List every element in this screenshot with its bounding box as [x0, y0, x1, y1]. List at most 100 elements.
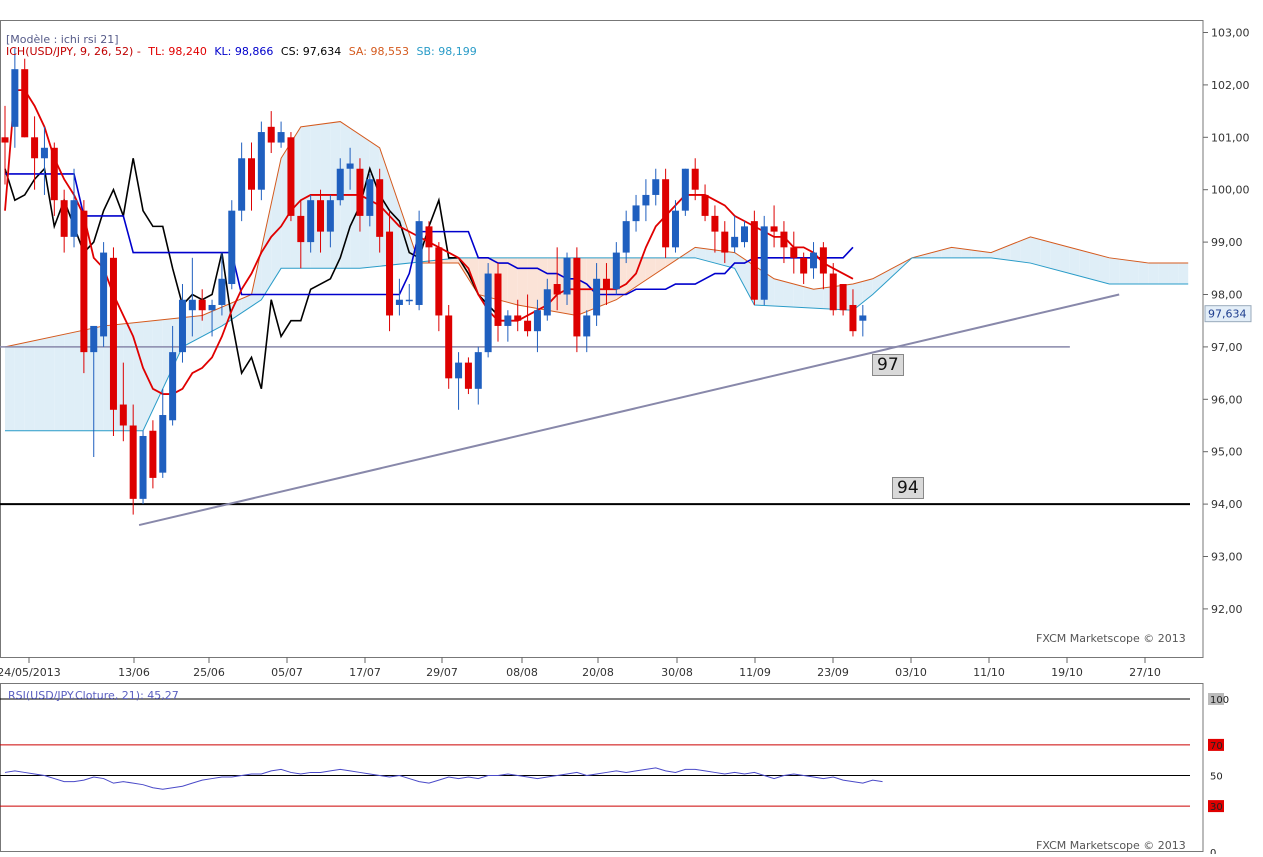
x-tick-label: 25/06	[193, 666, 225, 679]
candle-body	[524, 320, 532, 332]
y-tick-label: 100,00	[1211, 184, 1250, 197]
x-tick-label: 20/08	[582, 666, 614, 679]
cloud-segment	[1129, 260, 1139, 285]
cloud-segment	[527, 257, 538, 309]
y-tick-label: 94,00	[1211, 498, 1243, 511]
candle-body	[376, 179, 384, 237]
cloud-segment	[143, 320, 153, 431]
candle-body	[602, 278, 610, 290]
cloud-segment	[685, 247, 696, 258]
cloud-segment	[448, 257, 459, 264]
annotation-94[interactable]: 94	[892, 477, 924, 499]
cloud-segment	[74, 330, 84, 431]
annotation-97[interactable]: 97	[872, 354, 904, 376]
candle-body	[583, 315, 591, 337]
cloud-group	[5, 121, 1189, 431]
candle-body	[455, 362, 463, 379]
cloud-segment	[251, 249, 262, 307]
x-tick-label: 29/07	[426, 666, 458, 679]
cloud-segment	[734, 252, 745, 287]
x-tick-label: 08/08	[506, 666, 538, 679]
cloud-segment	[5, 344, 15, 431]
candle-body	[366, 179, 374, 216]
y-tick-label: 99,00	[1211, 236, 1243, 249]
rsi-tick-label: 0	[1210, 848, 1216, 854]
cloud-segment	[724, 251, 735, 269]
cloud-segment	[892, 263, 903, 277]
y-tick-label: 102,00	[1211, 79, 1250, 92]
x-tick-label: 17/07	[349, 666, 381, 679]
candle-body	[800, 257, 808, 274]
candle-body	[435, 247, 443, 316]
last-price-label: 97,634	[1208, 308, 1247, 321]
x-tick-label: 24/05/2013	[0, 666, 61, 679]
x-tick-label: 11/09	[739, 666, 771, 679]
cloud-segment	[921, 252, 932, 258]
candle-body	[21, 69, 29, 138]
cloud-segment	[1158, 263, 1169, 285]
copyright-main: FXCM Marketscope © 2013	[1036, 632, 1186, 645]
candle-body	[139, 435, 147, 499]
cloud-segment	[714, 249, 725, 266]
cloud-segment	[507, 257, 518, 305]
cloud-segment	[152, 319, 163, 410]
last-price-box	[1204, 305, 1252, 323]
cloud-segment	[1069, 247, 1080, 277]
candle-body	[267, 126, 275, 143]
cloud-segment	[1079, 249, 1090, 279]
candle-body	[681, 168, 689, 211]
cloud-segment	[271, 158, 282, 285]
cloud-segment	[34, 338, 45, 431]
candle-body	[494, 273, 502, 326]
candles-group	[1, 48, 867, 515]
candle-body	[326, 200, 334, 232]
x-tick-label: 23/09	[817, 666, 849, 679]
candle-body	[11, 69, 19, 127]
candle-body	[671, 210, 679, 248]
cloud-segment	[54, 334, 65, 431]
x-tick-label: 30/08	[661, 666, 693, 679]
candle-body	[760, 226, 768, 300]
cloud-segment	[665, 257, 676, 267]
candle-body	[208, 304, 216, 311]
candle-body	[60, 200, 68, 237]
cloud-segment	[803, 286, 814, 309]
candle-body	[238, 158, 246, 211]
candle-body	[109, 257, 117, 410]
candle-body	[415, 221, 423, 305]
candle-body	[474, 352, 482, 389]
cloud-segment	[1148, 263, 1159, 285]
candle-body	[810, 252, 818, 269]
candle-body	[169, 352, 177, 421]
candle-body	[218, 278, 226, 305]
candle-body	[257, 132, 265, 190]
candle-body	[198, 299, 206, 311]
candle-body	[464, 362, 472, 389]
candle-body	[553, 284, 561, 295]
ichimoku-title: ICH(USD/JPY, 9, 26, 52) -	[6, 45, 141, 58]
candle-body	[31, 137, 39, 159]
cloud-segment	[1178, 263, 1189, 285]
candle-body	[612, 252, 620, 290]
cloud-segment	[1138, 261, 1149, 285]
cloud-segment	[1119, 259, 1130, 285]
candle-body	[50, 147, 58, 201]
candle-body	[1, 137, 9, 143]
candle-body	[543, 289, 551, 316]
copyright-rsi: FXCM Marketscope © 2013	[1036, 839, 1186, 852]
rsi-tick-label: 30	[1210, 802, 1223, 813]
cloud-segment	[626, 257, 637, 294]
y-tick-label: 96,00	[1211, 393, 1243, 406]
cloud-segment	[655, 257, 666, 274]
candle-body	[317, 200, 325, 232]
template-label: [Modèle : ichi rsi 21]	[6, 33, 119, 46]
cloud-segment	[705, 248, 715, 264]
cloud-segment	[1109, 257, 1120, 285]
main-panel-frame	[0, 20, 1204, 658]
candle-body	[287, 137, 295, 216]
cloud-segment	[813, 287, 824, 309]
cloud-segment	[133, 321, 144, 431]
x-tick-label: 19/10	[1051, 666, 1083, 679]
candle-body	[632, 205, 640, 222]
